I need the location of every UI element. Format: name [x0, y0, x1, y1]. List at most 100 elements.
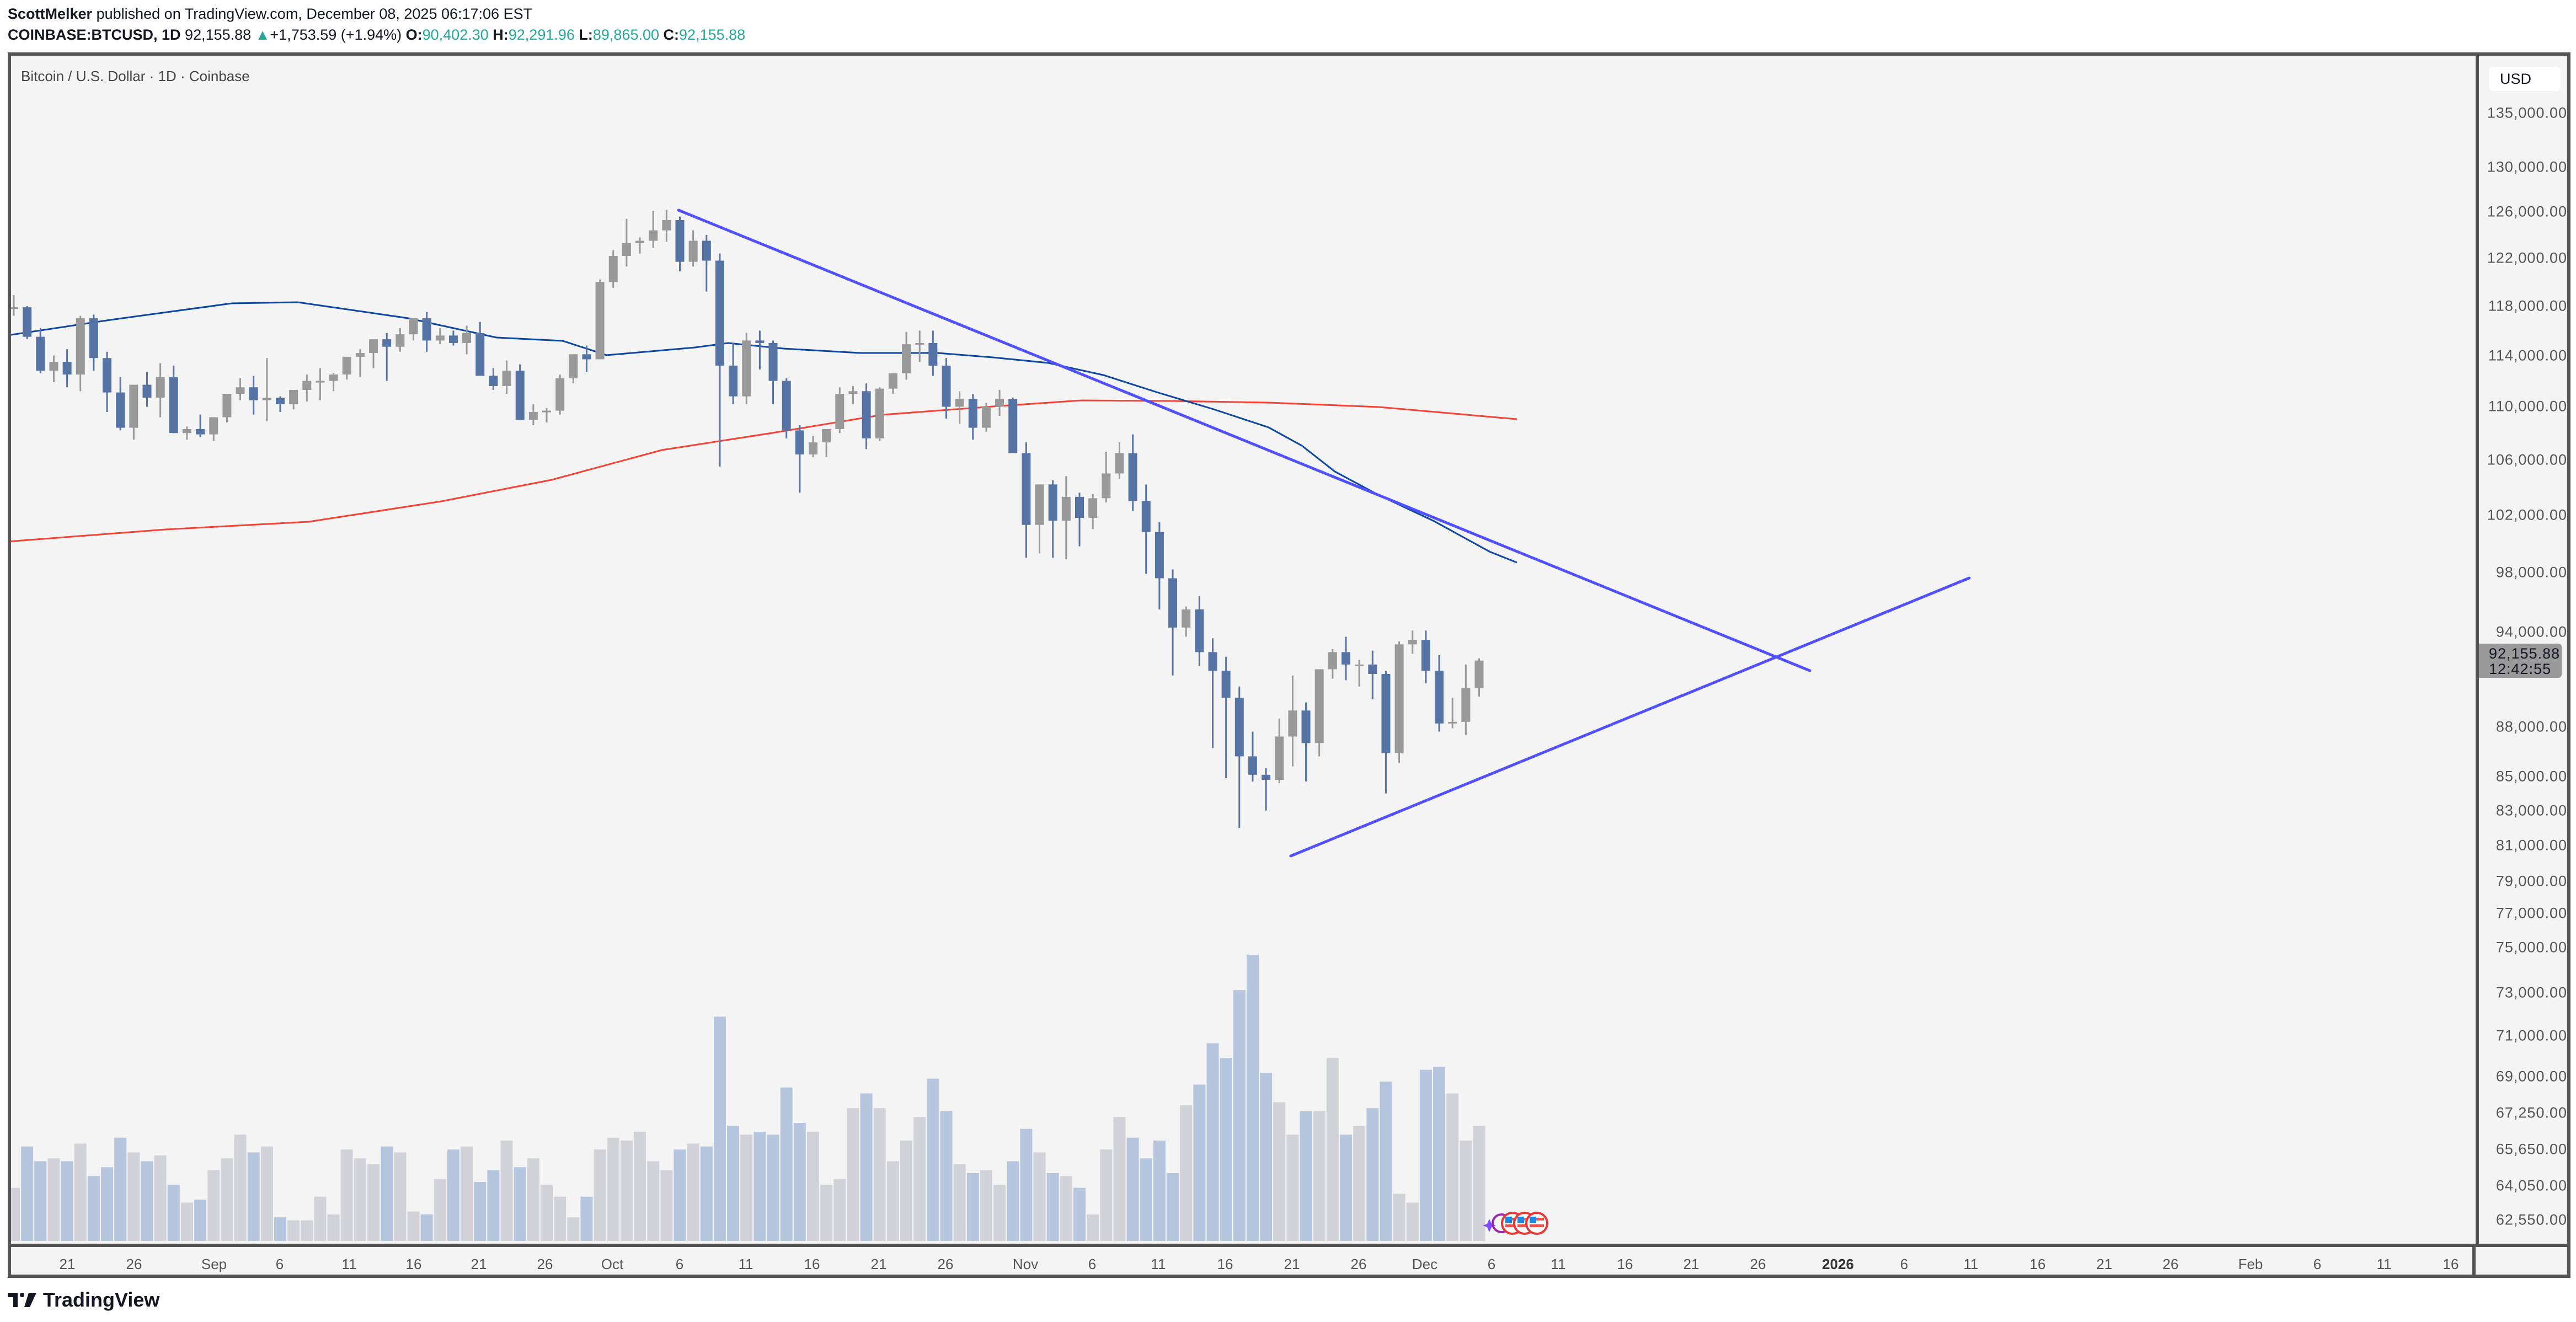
trendline[interactable]	[1289, 576, 1971, 858]
candlestick-chart[interactable]	[11, 56, 2472, 1244]
candle[interactable]	[76, 315, 85, 392]
candle[interactable]	[1088, 494, 1098, 529]
candle[interactable]	[822, 429, 831, 457]
candle[interactable]	[142, 372, 152, 407]
candle[interactable]	[1221, 656, 1231, 778]
candle[interactable]	[928, 330, 938, 376]
candle[interactable]	[595, 279, 605, 360]
candle[interactable]	[1474, 658, 1484, 697]
candle[interactable]	[862, 383, 871, 449]
candle[interactable]	[129, 384, 138, 440]
publisher-name[interactable]: ScottMelker	[8, 6, 93, 22]
candle[interactable]	[1368, 650, 1377, 699]
candle[interactable]	[902, 331, 911, 380]
candle[interactable]	[1421, 630, 1430, 684]
candle[interactable]	[262, 358, 271, 421]
candle[interactable]	[848, 386, 858, 404]
candle[interactable]	[1381, 671, 1391, 794]
candle[interactable]	[729, 342, 738, 404]
candle[interactable]	[382, 333, 392, 381]
candle[interactable]	[1262, 768, 1271, 811]
candle[interactable]	[169, 365, 178, 433]
candle[interactable]	[222, 393, 232, 423]
candle[interactable]	[635, 237, 645, 254]
candle[interactable]	[835, 387, 845, 433]
candle[interactable]	[236, 378, 245, 400]
candle[interactable]	[782, 378, 791, 438]
candle[interactable]	[795, 425, 804, 493]
candle[interactable]	[942, 358, 951, 419]
candle[interactable]	[1435, 655, 1444, 732]
candle[interactable]	[489, 368, 498, 390]
candle[interactable]	[995, 389, 1004, 416]
candle[interactable]	[649, 211, 658, 248]
candle[interactable]	[435, 328, 445, 345]
candle[interactable]	[448, 330, 458, 346]
candle[interactable]	[316, 368, 325, 400]
candle[interactable]	[329, 373, 338, 392]
candle[interactable]	[608, 250, 618, 288]
candle[interactable]	[809, 436, 817, 457]
candle[interactable]	[1035, 484, 1044, 554]
candle[interactable]	[89, 314, 98, 371]
candle[interactable]	[289, 389, 298, 410]
candle[interactable]	[955, 391, 964, 424]
candle[interactable]	[103, 351, 112, 412]
candle[interactable]	[702, 235, 711, 292]
candle[interactable]	[355, 349, 365, 377]
candle[interactable]	[515, 364, 525, 420]
us-flag-event-icon[interactable]	[1525, 1212, 1548, 1235]
candle[interactable]	[1022, 442, 1031, 558]
tradingview-logo[interactable]: TradingView	[8, 1288, 159, 1312]
currency-button[interactable]: USD	[2489, 67, 2561, 91]
candle[interactable]	[622, 218, 631, 267]
candle[interactable]	[715, 253, 724, 467]
candle[interactable]	[555, 374, 565, 415]
candle[interactable]	[1102, 452, 1111, 502]
candle[interactable]	[409, 318, 418, 341]
candle[interactable]	[422, 312, 431, 352]
candle[interactable]	[915, 330, 924, 362]
candle[interactable]	[1208, 638, 1217, 748]
candle[interactable]	[11, 295, 18, 316]
candle[interactable]	[462, 325, 472, 355]
candle[interactable]	[1342, 636, 1350, 681]
candle[interactable]	[662, 210, 671, 242]
candle[interactable]	[688, 230, 698, 267]
candle[interactable]	[968, 393, 977, 440]
candle[interactable]	[502, 360, 511, 394]
candle[interactable]	[249, 376, 258, 415]
candle[interactable]	[1275, 718, 1284, 784]
ai-event-icon[interactable]	[1483, 1219, 1496, 1232]
candle[interactable]	[1115, 442, 1124, 479]
candle[interactable]	[475, 322, 485, 376]
candle[interactable]	[116, 377, 125, 431]
candle[interactable]	[528, 404, 538, 425]
candle[interactable]	[1448, 698, 1457, 729]
candle[interactable]	[209, 417, 218, 441]
candle[interactable]	[1248, 731, 1257, 782]
candle[interactable]	[1155, 522, 1164, 610]
candle[interactable]	[1234, 686, 1244, 828]
candle[interactable]	[1168, 569, 1178, 676]
candle[interactable]	[742, 333, 751, 404]
candle[interactable]	[302, 374, 312, 402]
candle[interactable]	[768, 340, 778, 404]
candle[interactable]	[369, 339, 378, 368]
candle[interactable]	[1195, 596, 1204, 666]
trendline[interactable]	[677, 208, 1811, 672]
price-pane[interactable]: Bitcoin / U.S. Dollar · 1D · Coinbase	[11, 56, 2472, 1244]
candle[interactable]	[1288, 675, 1297, 767]
candle[interactable]	[49, 355, 58, 382]
candle[interactable]	[755, 330, 765, 370]
candle[interactable]	[582, 345, 591, 372]
candle[interactable]	[675, 216, 685, 271]
candle[interactable]	[1328, 649, 1337, 679]
candle[interactable]	[62, 349, 72, 388]
candle[interactable]	[875, 387, 884, 441]
candle[interactable]	[1048, 480, 1057, 558]
time-axis[interactable]: 21 26 Sep 6 11 16 21 26 Oct 6 11 16 21 26 Nov 6 11 16 21 26…	[11, 1244, 2570, 1278]
ma50-line[interactable]	[11, 301, 1517, 564]
candle[interactable]	[1301, 702, 1311, 782]
candle[interactable]	[182, 426, 191, 440]
